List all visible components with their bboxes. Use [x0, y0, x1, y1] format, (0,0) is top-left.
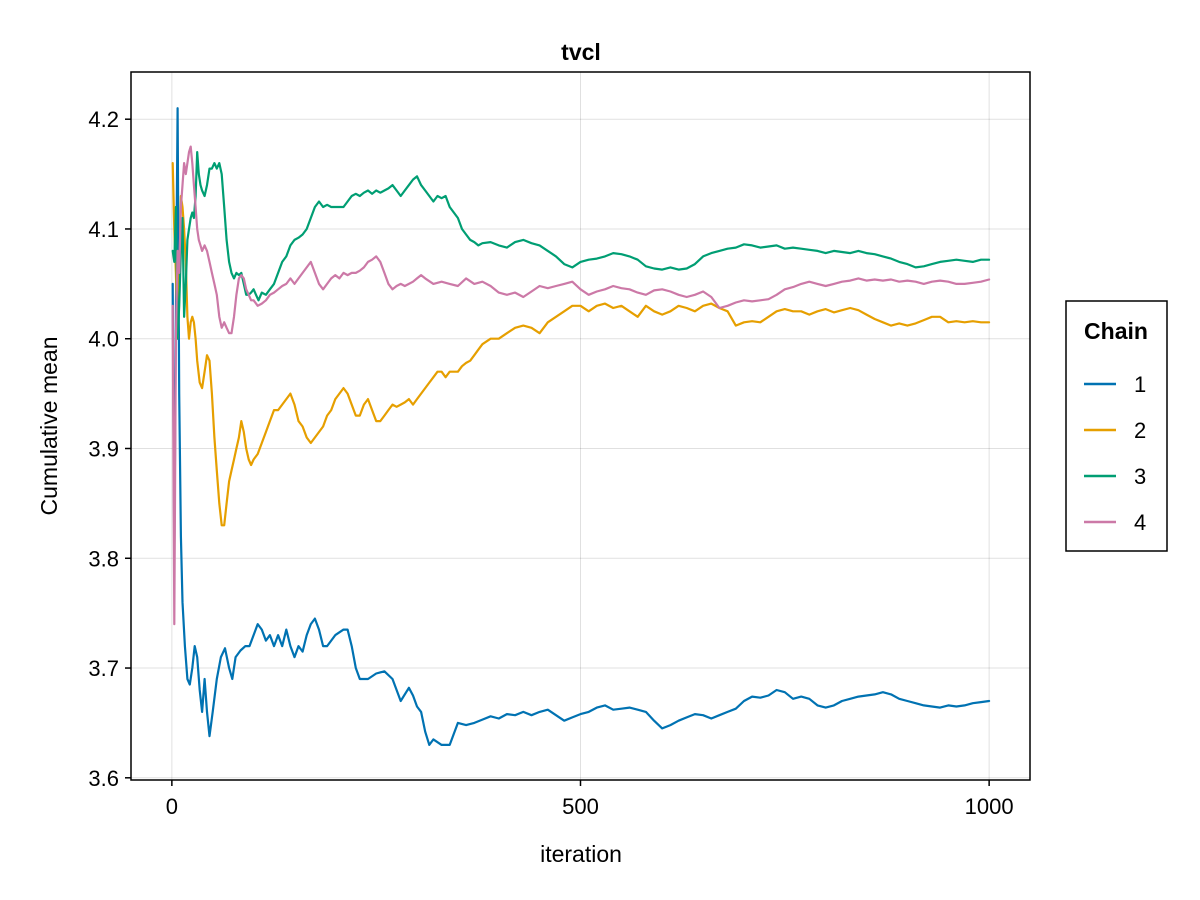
- legend-items: 1 2 3 4: [1084, 372, 1146, 535]
- series-lines: [171, 107, 991, 747]
- x-tick-label: 1000: [965, 794, 1014, 819]
- y-tick-label: 4.2: [88, 107, 119, 132]
- series-line-chain-1: [171, 107, 991, 747]
- legend-label: 3: [1134, 464, 1146, 489]
- grid-lines: [131, 72, 1030, 780]
- x-axis-label: iteration: [540, 841, 622, 867]
- series-line-chain-4: [171, 145, 991, 626]
- x-tick-label: 500: [562, 794, 599, 819]
- y-axis-label: Cumulative mean: [36, 337, 62, 516]
- legend-box: [1065, 300, 1168, 552]
- y-tick-label: 4.0: [88, 327, 119, 352]
- legend-label: 1: [1134, 372, 1146, 397]
- y-tick-label: 3.8: [88, 546, 119, 571]
- legend-title: Chain: [1084, 318, 1148, 344]
- legend: Chain 1 2 3 4: [1065, 300, 1168, 552]
- y-tick-label: 3.9: [88, 437, 119, 462]
- series-line-chain-3: [171, 151, 991, 340]
- y-axis-ticks: 3.6 3.7 3.8 3.9 4.0 4.1 4.2: [88, 107, 131, 791]
- y-tick-label: 3.6: [88, 766, 119, 791]
- series-line-chain-2: [171, 162, 991, 527]
- legend-label: 4: [1134, 510, 1146, 535]
- y-tick-label: 3.7: [88, 656, 119, 681]
- chart-title: tvcl: [561, 39, 601, 65]
- x-axis-ticks: 0 500 1000: [166, 780, 1014, 819]
- legend-label: 2: [1134, 418, 1146, 443]
- x-tick-label: 0: [166, 794, 178, 819]
- y-tick-label: 4.1: [88, 217, 119, 242]
